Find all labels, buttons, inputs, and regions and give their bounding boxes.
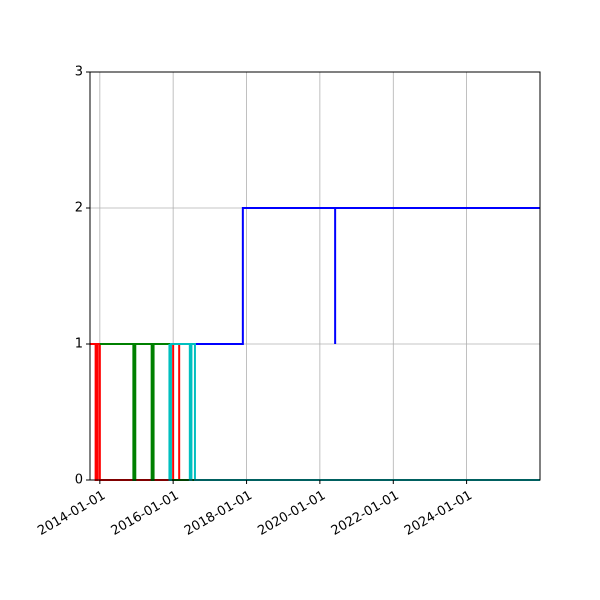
y-tick-label: 1 — [75, 337, 83, 352]
y-tick-label: 2 — [75, 201, 83, 216]
plot-frame — [89, 71, 541, 481]
y-axis: 0 1 2 3 — [75, 65, 90, 488]
y-tick-label: 0 — [75, 473, 83, 488]
series-line-1 — [90, 343, 540, 481]
plot-background — [90, 72, 540, 480]
y-tick-label: 3 — [75, 65, 83, 80]
series-line-4 — [195, 207, 540, 345]
